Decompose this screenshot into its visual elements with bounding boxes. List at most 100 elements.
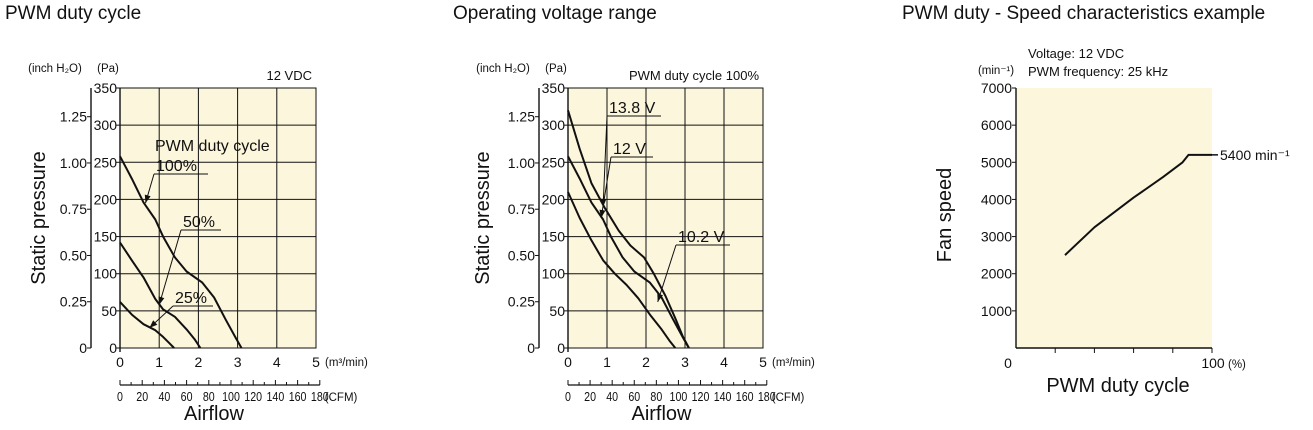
chart1-y-tick-label-pa: 350 [94, 80, 118, 96]
chart1-x-tick-label: 2 [195, 354, 203, 370]
chart3-y-tick-label: 5000 [981, 154, 1012, 170]
chart3-y-tick-label: 7000 [981, 80, 1012, 96]
chart1-y-unit-inch: (inch H₂O) [28, 63, 82, 75]
chart1-y-tick-label-pa: 300 [94, 117, 118, 133]
chart1-y-tick-label-inch: 1.25 [60, 109, 87, 125]
chart1-callout-arrowhead [144, 194, 151, 204]
chart1-x-tick-label: 5 [312, 354, 320, 370]
chart1-y-tick-label-pa: 150 [94, 229, 118, 245]
chart1-cfm-tick-label: 140 [267, 389, 285, 404]
chart3-y-unit: (min⁻¹) [978, 65, 1014, 77]
chart2-series-label: 12 V [613, 141, 646, 158]
chart2-series-12-V-line [567, 155, 690, 349]
chart1-x-unit-m3: (m³/min) [325, 357, 368, 369]
chart1-y-tick-label-inch: 0.50 [60, 247, 87, 263]
chart1-x-tick-label: 3 [234, 354, 242, 370]
chart2-callout-arrowhead [599, 209, 606, 218]
chart1-y-tick-label-pa: 250 [94, 154, 118, 170]
chart1-series-label: 50% [183, 214, 215, 231]
chart2-x-tick-label: 3 [681, 354, 689, 370]
chart1-series-label: 100% [156, 158, 197, 175]
chart2-x-unit-cfm: (CFM) [772, 392, 805, 404]
chart1-y-tick-label-inch: 1.00 [60, 155, 87, 171]
chart1-x-axis-title: Airflow [184, 403, 245, 425]
chart2-callout-leader [602, 115, 608, 207]
chart3-y-axis-title: Fan speed [934, 168, 956, 263]
chart1-x-tick-label: 1 [155, 354, 163, 370]
chart2-y-axis-title: Static pressure [472, 151, 494, 284]
chart2-series-13-8-V-line [567, 110, 690, 349]
chart2-cfm-tick-label: 60 [628, 389, 640, 404]
chart2-y-tick-label-pa: 250 [542, 154, 566, 170]
chart1-cfm-tick-label: 160 [289, 389, 307, 404]
chart2-y-tick-label-pa: 350 [542, 80, 566, 96]
chart2-x-axis-title: Airflow [631, 403, 692, 425]
chart1-cfm-tick-label: 60 [181, 389, 193, 404]
chart1-series-100-line [119, 155, 243, 349]
chart1-cfm-tick-label: 120 [244, 389, 262, 404]
chart2-cfm-tick-label: 40 [606, 389, 618, 404]
chart2-x-tick-label: 1 [603, 354, 611, 370]
chart2-y-tick-label-inch: 1.25 [508, 109, 535, 125]
chart1-title: PWM duty cycle [5, 3, 142, 24]
chart2-cfm-tick-label: 160 [736, 389, 754, 404]
chart2-y-tick-label-inch: 0.50 [508, 247, 535, 263]
chart3-y-tick-label: 6000 [981, 117, 1012, 133]
chart2-cfm-tick-label: 120 [692, 389, 710, 404]
chart1-y-tick-label-pa: 0 [109, 340, 117, 356]
chart2-callout-leader [657, 244, 677, 303]
chart2-y-tick-label-inch: 0.25 [508, 294, 535, 310]
chart2-y-tick-label-pa: 200 [542, 191, 566, 207]
chart2-x-tick-label: 0 [564, 354, 572, 370]
chart2-cfm-tick-label: 140 [714, 389, 732, 404]
chart2-x-tick-label: 2 [642, 354, 650, 370]
chart2-series-10-2-V-line [567, 191, 677, 349]
chart1-annotation: 12 VDC [266, 68, 312, 83]
chart3-x-axis-title: PWM duty cycle [1046, 375, 1189, 397]
chart1-cfm-tick-label: 20 [136, 389, 148, 404]
chart3-y-tick-label: 1000 [981, 303, 1012, 319]
chart1-cfm-tick-label: 180 [311, 389, 329, 404]
chart2-annotation: PWM duty cycle 100% [629, 68, 759, 83]
chart2-cfm-tick-label: 0 [565, 389, 571, 404]
chart3-series-line [1064, 153, 1212, 256]
chart1-callout-arrowhead [158, 296, 165, 305]
chart1-callout-arrowhead [149, 320, 158, 328]
chart1-callout-leader [158, 229, 182, 306]
chart2-series-label: 10.2 V [678, 229, 725, 246]
chart1-y-unit-pa: (Pa) [97, 63, 119, 75]
chart1-cfm-tick-label: 100 [222, 389, 240, 404]
chart1-cfm-tick-label: 40 [158, 389, 170, 404]
chart1-y-tick-label-pa: 50 [101, 303, 117, 319]
chart2-callout-arrowhead [657, 293, 663, 302]
chart1-x-tick-label: 0 [116, 354, 124, 370]
chart2-cfm-tick-label: 80 [650, 389, 662, 404]
chart1-legend-title: PWM duty cycle [155, 138, 270, 155]
chart2-series-label: 13.8 V [609, 100, 656, 117]
chart1-x-unit-cfm: (CFM) [325, 392, 358, 404]
chart1-series-50-line [119, 241, 202, 349]
chart2-cfm-tick-label: 20 [584, 389, 596, 404]
chart2-cfm-tick-label: 100 [670, 389, 688, 404]
chart1-cfm-tick-label: 80 [203, 389, 215, 404]
chart2-callout-leader [600, 156, 612, 219]
chart2-y-tick-label-inch: 0 [527, 340, 535, 356]
chart1-series-label: 25% [175, 290, 207, 307]
chart1-y-tick-label-inch: 0 [79, 340, 87, 356]
chart2-x-unit-m3: (m³/min) [772, 357, 815, 369]
chart2-y-tick-label-pa: 0 [557, 340, 565, 356]
chart2-y-tick-label-pa: 150 [542, 229, 566, 245]
chart3-y-tick-label: 2000 [981, 266, 1012, 282]
chart2-y-tick-label-pa: 300 [542, 117, 566, 133]
chart3-annotation-frequency: PWM frequency: 25 kHz [1028, 64, 1168, 79]
chart3-x-tick-label: 0 [1004, 355, 1012, 371]
chart3-plot-area [1016, 88, 1212, 348]
chart1-y-tick-label-inch: 0.25 [60, 294, 87, 310]
chart2-y-tick-label-inch: 0.75 [508, 201, 535, 217]
chart2-title: Operating voltage range [453, 3, 657, 24]
chart1-plot-area [119, 87, 317, 349]
chart2-y-tick-label-pa: 100 [542, 266, 566, 282]
chart3-y-tick-label: 4000 [981, 191, 1012, 207]
chart1-x-tick-label: 4 [273, 354, 281, 370]
